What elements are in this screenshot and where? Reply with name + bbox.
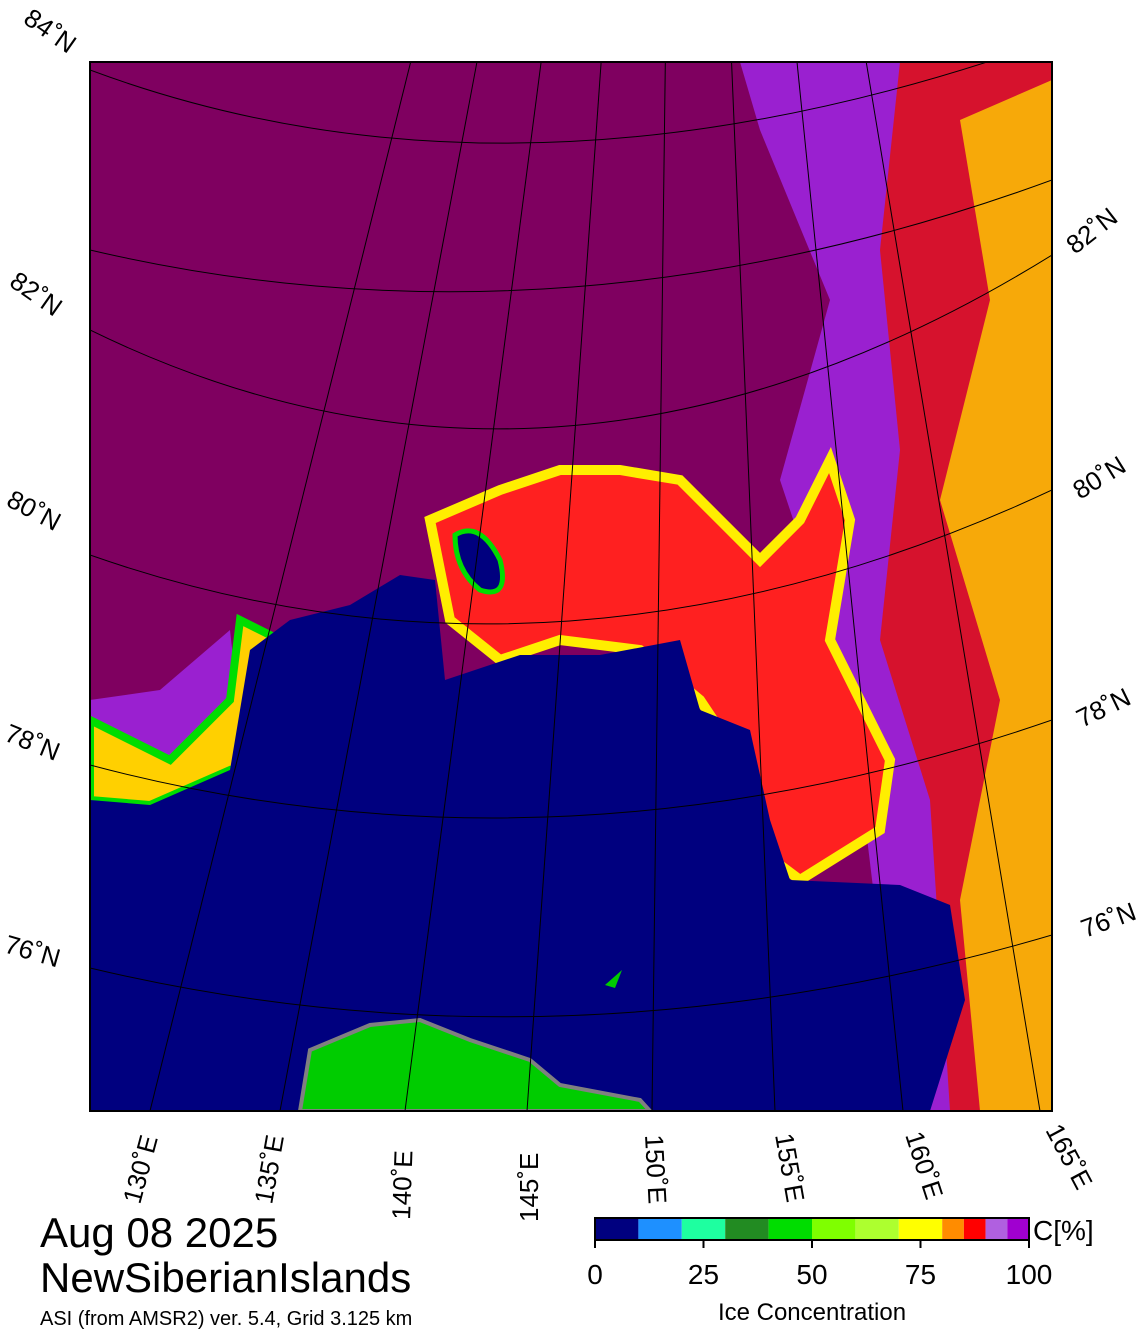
colorbar-segment bbox=[595, 1218, 639, 1240]
map-frame bbox=[89, 61, 1053, 1112]
colorbar-segment bbox=[638, 1218, 682, 1240]
colorbar-segment bbox=[681, 1218, 726, 1240]
lat-label: 78˚N bbox=[1, 718, 64, 767]
lat-label: 76˚N bbox=[1077, 896, 1140, 943]
lon-label: 160˚E bbox=[899, 1128, 949, 1203]
lat-label: 76˚N bbox=[1, 929, 63, 973]
lat-label: 82˚N bbox=[1060, 201, 1123, 259]
map-area bbox=[90, 62, 1052, 1111]
colorbar-tick-label: 100 bbox=[1006, 1259, 1053, 1290]
lat-label: 80˚N bbox=[2, 484, 66, 537]
colorbar-tick-label: 75 bbox=[905, 1259, 936, 1290]
colorbar-segment bbox=[812, 1218, 856, 1240]
polynya bbox=[452, 528, 505, 595]
lat-label: 82˚N bbox=[5, 265, 68, 322]
lon-label: 140˚E bbox=[386, 1150, 418, 1220]
colorbar-segment bbox=[942, 1218, 964, 1240]
loose-ice bbox=[940, 80, 1052, 1111]
colorbar-tick-label: 0 bbox=[587, 1259, 603, 1290]
colorbar-tick-label: 25 bbox=[688, 1259, 719, 1290]
lon-label: 150˚E bbox=[639, 1134, 673, 1205]
colorbar-segment bbox=[898, 1218, 943, 1240]
colorbar-segment bbox=[768, 1218, 812, 1240]
colorbar-tick-label: 50 bbox=[796, 1259, 827, 1290]
colorbar: 0 25 50 75 100 bbox=[587, 1217, 1053, 1290]
source: ASI (from AMSR2) ver. 5.4, Grid 3.125 km bbox=[40, 1308, 412, 1330]
colorbar-segment bbox=[855, 1218, 899, 1240]
colorbar-label: Ice Concentration bbox=[718, 1299, 906, 1326]
land bbox=[297, 1017, 653, 1111]
lon-label: 135˚E bbox=[248, 1132, 290, 1206]
lat-label: 80˚N bbox=[1067, 450, 1131, 505]
lat-label: 78˚N bbox=[1071, 682, 1135, 734]
colorbar-segment bbox=[985, 1218, 1008, 1240]
open-water bbox=[90, 575, 965, 1111]
colorbar-segment bbox=[1007, 1218, 1029, 1240]
graticule bbox=[90, 62, 1052, 1111]
lon-label: 155˚E bbox=[769, 1131, 811, 1205]
lon-label: 130˚E bbox=[117, 1132, 164, 1207]
lat-label: 84˚N bbox=[19, 2, 82, 59]
date: Aug 08 2025 bbox=[40, 1209, 278, 1256]
colorbar-unit: C[%] bbox=[1033, 1215, 1094, 1246]
colorbar-segment bbox=[963, 1218, 986, 1240]
land bbox=[605, 970, 622, 988]
region-name: NewSiberianIslands bbox=[40, 1254, 411, 1301]
lon-label: 165˚E bbox=[1040, 1119, 1099, 1194]
colorbar-segment bbox=[725, 1218, 769, 1240]
lon-label: 145˚E bbox=[514, 1153, 544, 1222]
